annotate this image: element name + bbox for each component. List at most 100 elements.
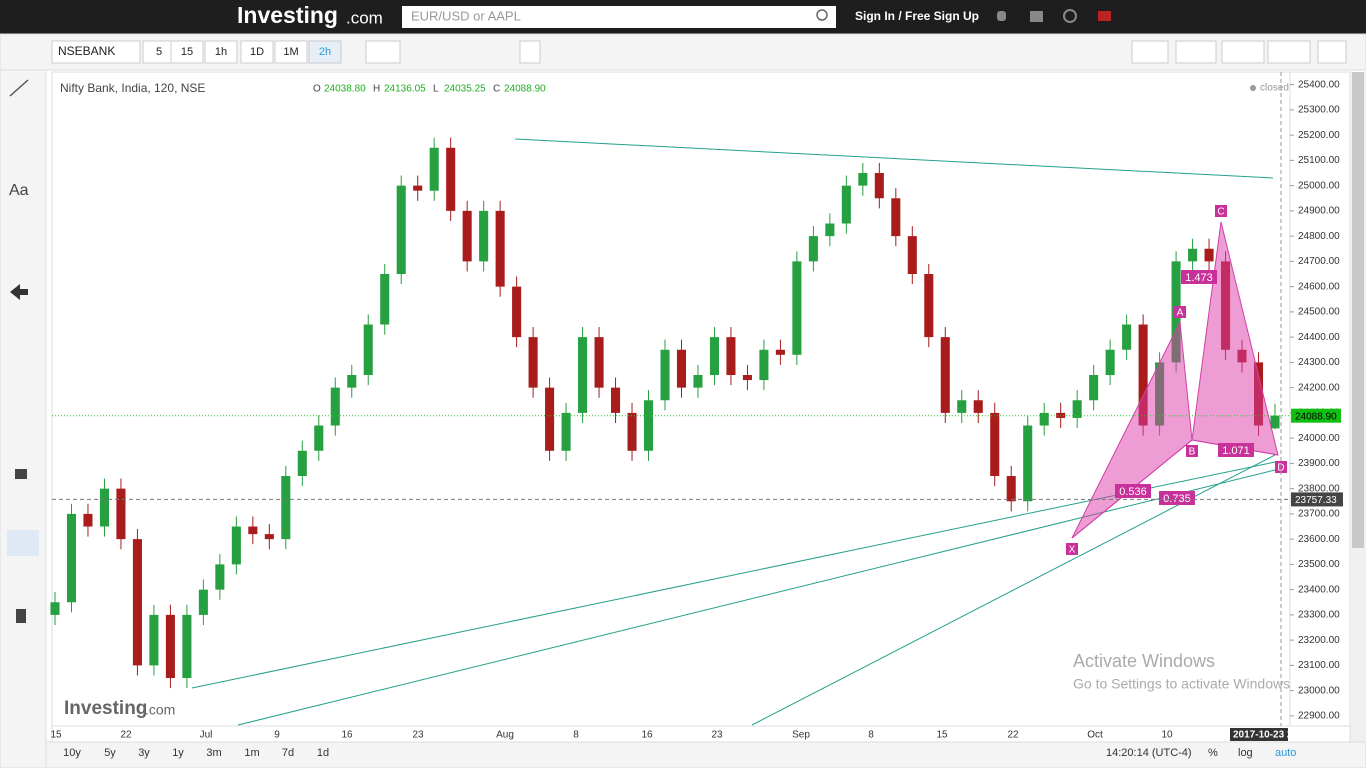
candle-body [314, 425, 324, 451]
cloud-load-button[interactable] [1221, 40, 1265, 64]
x-tick-label: 15 [50, 730, 62, 741]
interval-button[interactable] [240, 40, 274, 64]
scroll-thumb[interactable] [1352, 72, 1364, 548]
pattern-ratio: 0.536 [1119, 486, 1147, 498]
candle-body [165, 614, 175, 679]
range-button[interactable]: 5y [104, 747, 116, 759]
candle-body [231, 526, 241, 565]
symbol-box[interactable] [51, 40, 141, 64]
chart-style-button[interactable] [365, 40, 401, 64]
search-icon[interactable] [816, 9, 828, 21]
candle-body [891, 198, 901, 237]
pattern-ratio: 1.071 [1222, 445, 1250, 457]
pattern-point: D [1277, 463, 1284, 474]
x-tick-label: Aug [496, 730, 514, 741]
candle-body [248, 526, 258, 535]
activate-title: Activate Windows [1073, 651, 1215, 671]
x-tick-label: 8 [868, 730, 874, 741]
candle-body [759, 349, 769, 381]
lock-tool[interactable] [15, 469, 27, 479]
candle-body [149, 614, 159, 666]
interval-button[interactable] [308, 40, 342, 64]
legend-key: C [493, 84, 500, 95]
x-tick-label: 10 [1161, 730, 1173, 741]
delete-tool[interactable] [16, 609, 26, 623]
search-placeholder: EUR/USD or AAPL [411, 8, 521, 23]
fullscreen-button[interactable] [1317, 40, 1347, 64]
y-tick-label: 23300.00 [1298, 610, 1340, 621]
link-tool[interactable] [7, 530, 39, 556]
y-tick-label: 25200.00 [1298, 130, 1340, 141]
candle-body [198, 589, 208, 615]
y-tick-label: 23700.00 [1298, 509, 1340, 520]
chart-title: Nifty Bank, India, 120, NSE [60, 81, 205, 95]
bell-icon[interactable] [997, 11, 1006, 21]
candle-body [709, 337, 719, 376]
back-tool[interactable] [10, 284, 28, 300]
legend-key: H [373, 84, 380, 95]
candle-body [1270, 415, 1280, 429]
current-date: 2017-10-23 2 [1233, 730, 1293, 741]
text-tool[interactable]: Aa [9, 182, 29, 199]
range-button[interactable]: 3y [138, 747, 150, 759]
search-box[interactable] [402, 6, 836, 28]
candle-body [561, 412, 571, 451]
settings-button[interactable] [519, 40, 541, 64]
snapshot-button[interactable] [1131, 40, 1169, 64]
trendline-tool[interactable] [9, 79, 29, 97]
pattern-point-tag [1186, 445, 1198, 457]
x-tick-label: 16 [341, 730, 353, 741]
candle-body [528, 337, 538, 388]
candle-body [512, 286, 522, 338]
candle-body [99, 488, 109, 527]
candle-body [347, 375, 357, 388]
y-tick-label: 25400.00 [1298, 79, 1340, 90]
candle-body [83, 513, 93, 527]
pattern-point-tag [1174, 306, 1186, 318]
pattern-point: B [1189, 447, 1196, 458]
percent-toggle[interactable]: % [1208, 747, 1218, 759]
auto-toggle[interactable]: auto [1275, 747, 1296, 759]
logo-suffix: .com [346, 8, 383, 27]
range-button[interactable]: 1m [244, 747, 259, 759]
y-tick-label: 23500.00 [1298, 559, 1340, 570]
interval-button[interactable] [170, 40, 204, 64]
pattern-ratio: 0.735 [1163, 493, 1191, 505]
y-tick-label: 24000.00 [1298, 433, 1340, 444]
date-tag [1230, 728, 1288, 741]
candle-body [297, 450, 307, 477]
plot-area [51, 71, 1291, 727]
sign-in[interactable]: Sign In / Free Sign Up [855, 9, 979, 23]
range-button[interactable]: 3m [206, 747, 221, 759]
portfolio-icon[interactable] [1030, 11, 1043, 22]
range-button[interactable]: 1y [172, 747, 184, 759]
x-tick-label: 22 [1007, 730, 1019, 741]
candle-body [792, 261, 802, 355]
clock: 14:20:14 (UTC-4) [1106, 747, 1192, 759]
y-tick-label: 24600.00 [1298, 281, 1340, 292]
interval-label: 1h [215, 46, 227, 58]
candle-body [627, 412, 637, 451]
pattern-point: C [1217, 207, 1224, 218]
interval-button[interactable] [274, 40, 308, 64]
clock-icon[interactable] [1063, 9, 1077, 23]
range-button[interactable]: 10y [63, 747, 81, 759]
status: closed [1260, 83, 1289, 94]
log-toggle[interactable]: log [1238, 747, 1253, 759]
interval-button[interactable] [204, 40, 238, 64]
candle-body [446, 147, 456, 211]
x-tick-label: 23 [711, 730, 723, 741]
range-button[interactable]: 1d [317, 747, 329, 759]
legend-value: 24136.05 [384, 84, 426, 95]
cloud-save-button[interactable] [1267, 40, 1311, 64]
range-button[interactable]: 7d [282, 747, 294, 759]
layout-button[interactable] [1175, 40, 1217, 64]
y-tick-label: 25100.00 [1298, 155, 1340, 166]
candle-body [990, 412, 1000, 477]
y-tick-label: 24200.00 [1298, 382, 1340, 393]
candle-body [973, 400, 983, 413]
flag-icon[interactable] [1098, 11, 1111, 21]
interval-label: 1D [250, 46, 264, 58]
